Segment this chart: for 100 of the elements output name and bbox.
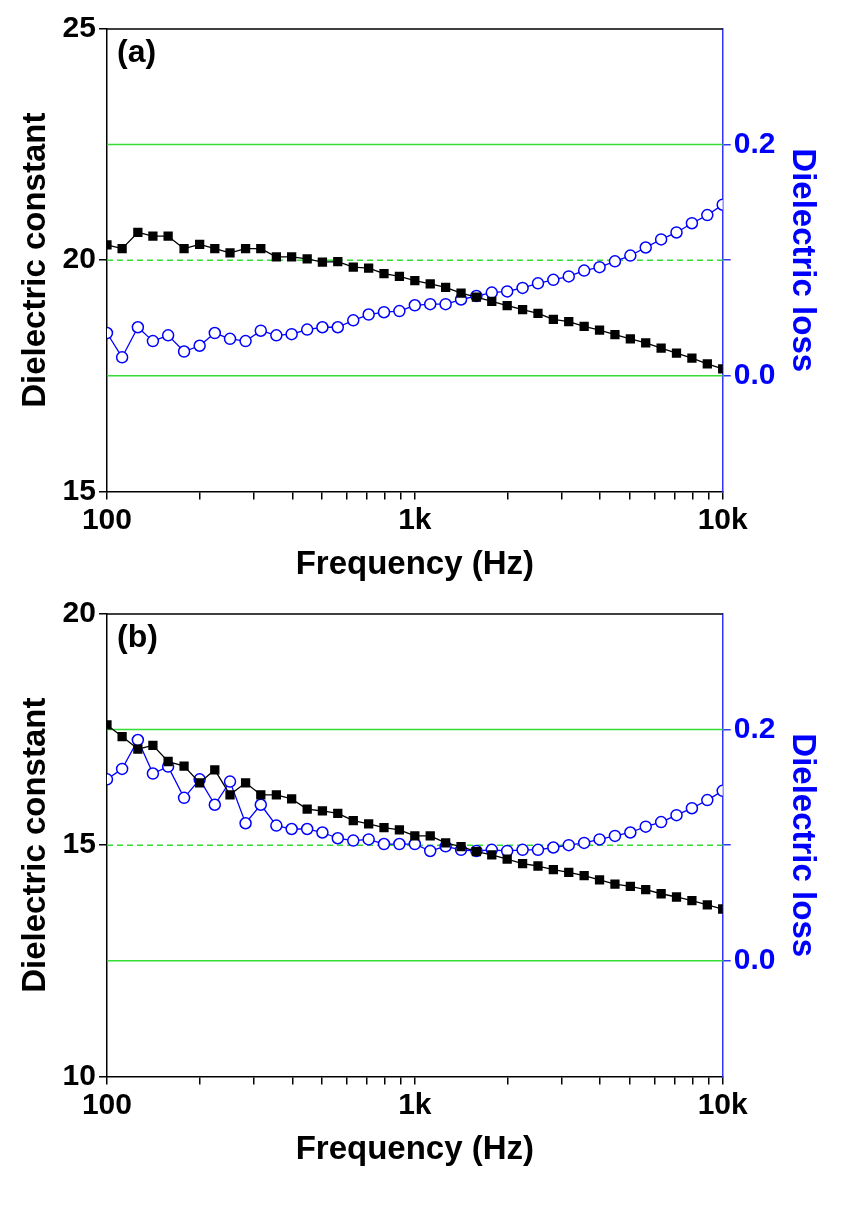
- point: [423, 844, 437, 858]
- point: [579, 871, 589, 881]
- y-tick-label: 15: [62, 826, 96, 860]
- point: [133, 744, 143, 754]
- point: [394, 825, 405, 835]
- point: [687, 896, 697, 906]
- y2-tick-label: 0.0: [733, 357, 776, 391]
- point: [161, 329, 175, 342]
- point: [456, 288, 466, 298]
- point: [300, 323, 314, 336]
- point: [333, 808, 343, 818]
- point: [641, 884, 651, 895]
- point: [531, 843, 545, 857]
- point: [148, 740, 158, 750]
- point: [163, 231, 173, 241]
- point: [670, 226, 683, 239]
- point: [654, 815, 668, 829]
- point: [316, 826, 329, 839]
- point: [270, 329, 283, 342]
- point: [608, 829, 622, 843]
- point: [502, 854, 512, 864]
- point: [440, 838, 451, 848]
- point: [685, 801, 699, 815]
- point: [564, 867, 574, 878]
- point: [410, 275, 420, 286]
- point: [393, 304, 406, 318]
- point: [593, 260, 606, 274]
- point: [394, 271, 405, 282]
- point: [179, 761, 189, 771]
- point: [531, 277, 545, 290]
- y2-tick-label: 0.2: [733, 125, 776, 159]
- point: [701, 793, 714, 807]
- point: [639, 820, 652, 833]
- point: [331, 832, 345, 845]
- point: [302, 254, 312, 264]
- point: [425, 831, 435, 841]
- point: [115, 762, 129, 776]
- point: [239, 334, 252, 348]
- x-tick-label: 1k: [398, 501, 432, 535]
- point: [425, 279, 435, 289]
- point: [687, 353, 697, 363]
- y2-axis-title: Dielectric loss: [786, 148, 824, 373]
- point: [133, 227, 143, 238]
- point: [208, 326, 222, 340]
- point: [577, 836, 591, 850]
- x-axis-title: Frequency (Hz): [295, 1129, 535, 1167]
- point: [516, 281, 529, 295]
- point: [377, 837, 391, 851]
- point: [562, 270, 575, 283]
- point: [533, 861, 543, 871]
- y2-tick-label: 0.0: [733, 942, 776, 976]
- y-axis-title: Dielectric constant: [14, 697, 52, 993]
- point: [362, 308, 375, 321]
- point: [302, 804, 312, 814]
- point: [439, 297, 452, 311]
- point: [671, 348, 682, 358]
- point: [671, 892, 682, 902]
- point: [225, 248, 235, 258]
- point: [195, 778, 205, 788]
- point: [285, 822, 298, 836]
- point: [240, 244, 251, 254]
- point: [115, 351, 129, 364]
- y2-tick-label: 0.2: [733, 710, 776, 744]
- x-tick-label: 1k: [398, 1086, 432, 1120]
- point: [702, 900, 712, 910]
- point: [594, 325, 605, 335]
- point: [317, 806, 328, 816]
- point: [347, 834, 360, 847]
- y-tick-label: 25: [62, 10, 96, 44]
- point: [287, 794, 297, 804]
- point: [564, 317, 574, 327]
- point: [287, 252, 297, 262]
- point: [624, 826, 637, 839]
- x-tick-label: 10k: [697, 1086, 749, 1120]
- point: [348, 262, 358, 272]
- point: [331, 321, 345, 334]
- y-axis-title: Dielectric constant: [14, 112, 52, 408]
- point: [179, 244, 189, 254]
- point: [577, 264, 591, 277]
- point: [348, 816, 358, 826]
- point: [516, 843, 529, 857]
- point: [423, 297, 437, 311]
- y-tick-label: 20: [62, 595, 96, 629]
- point: [487, 296, 497, 306]
- point: [408, 299, 422, 312]
- point: [210, 765, 220, 775]
- point: [624, 249, 637, 262]
- point: [193, 339, 206, 352]
- point: [163, 756, 173, 767]
- point: [316, 321, 329, 334]
- point: [271, 790, 281, 800]
- point: [377, 305, 391, 319]
- point: [502, 300, 512, 311]
- point: [517, 859, 528, 869]
- point: [656, 889, 666, 899]
- y-tick-label: 20: [62, 241, 96, 275]
- point: [117, 731, 127, 742]
- point: [533, 308, 543, 319]
- point: [548, 865, 558, 875]
- point: [270, 819, 283, 832]
